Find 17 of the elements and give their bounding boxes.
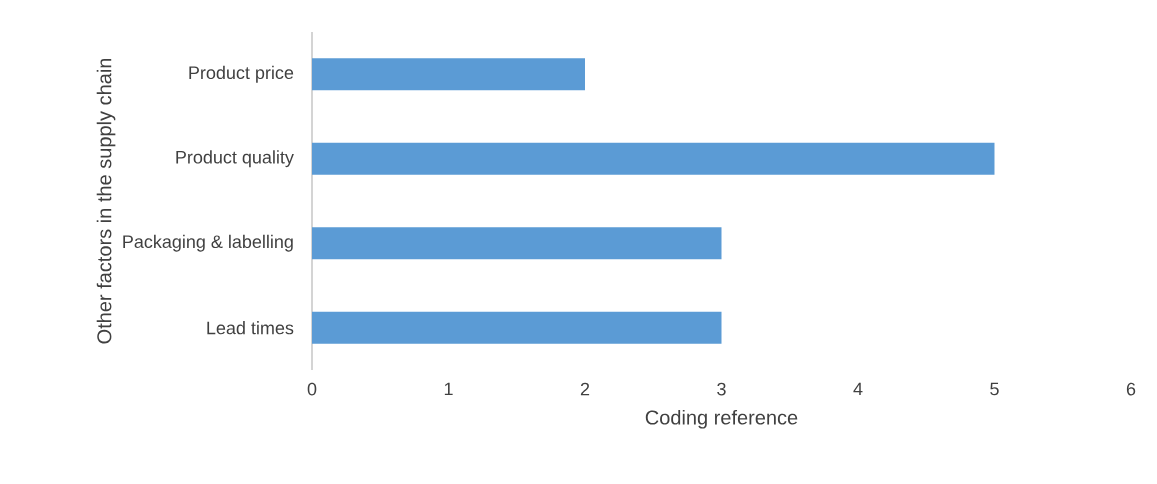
x-tick-label: 6 [1126,382,1136,396]
y-axis-title: Other factors in the supply chain [96,58,116,344]
x-tick-label: 3 [717,382,726,396]
y-tick-label: Product quality [176,150,294,168]
y-tick-label: Packaging & labelling [123,234,293,252]
bar [312,142,995,175]
y-tick-label: Product price [189,65,294,83]
x-tick-label: 2 [580,382,590,396]
bar [312,311,722,344]
x-axis-title: Coding reference [645,409,798,429]
x-tick-label: 5 [990,382,999,396]
x-tick-label: 0 [307,382,317,396]
y-tick-label: Lead times [207,321,294,335]
x-tick-label: 1 [444,382,453,396]
x-tick-label: 4 [853,382,863,396]
bar [312,227,722,260]
bar [312,58,585,91]
